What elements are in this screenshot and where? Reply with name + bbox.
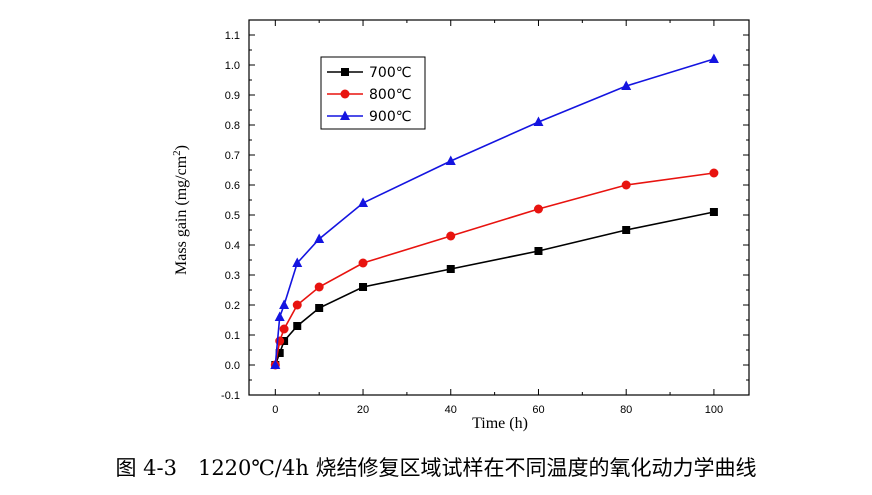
figure-caption: 图 4-3 1220℃/4h 烧结修复区域试样在不同温度的氧化动力学曲线: [115, 456, 757, 480]
y-tick-label: 0.3: [225, 270, 240, 282]
legend: 700℃ 800℃ 900℃: [320, 56, 426, 130]
x-tick-label: 60: [532, 404, 544, 416]
data-point: [275, 349, 284, 357]
legend-marker: [341, 68, 349, 76]
y-tick-label: 0.6: [225, 180, 240, 192]
data-point: [533, 116, 544, 126]
data-point: [358, 258, 368, 268]
y-tick-label: 1.0: [225, 60, 240, 72]
x-tick-label: 40: [445, 404, 457, 416]
data-point: [621, 80, 632, 90]
series-2: [270, 53, 719, 369]
data-point: [709, 208, 718, 216]
legend-entry: 700℃: [327, 65, 411, 81]
legend-label: 800℃: [369, 87, 411, 103]
data-point: [292, 300, 302, 310]
x-tick-label: 100: [705, 404, 723, 416]
series-line: [274, 58, 715, 366]
series-0: [271, 208, 718, 369]
y-tick-label: 0.1: [225, 330, 240, 342]
legend-entry: 800℃: [327, 87, 411, 103]
y-axis-title: Mass gain (mg/cm2): [171, 145, 190, 275]
y-tick-label: 1.1: [225, 30, 240, 42]
x-axis-title: Time (h): [472, 415, 528, 432]
plot-frame: [248, 19, 750, 396]
y-tick-label: 0.9: [225, 90, 240, 102]
legend-marker: [340, 89, 350, 99]
data-point: [358, 197, 369, 207]
data-point: [445, 155, 456, 165]
y-tick-label: 0.4: [225, 240, 240, 252]
data-point: [533, 204, 543, 214]
series-1: [270, 168, 719, 370]
data-point: [279, 324, 289, 334]
data-point: [314, 233, 325, 243]
data-point: [446, 231, 456, 241]
data-point: [621, 180, 631, 190]
data-point: [622, 226, 631, 234]
series-line: [274, 172, 715, 366]
x-tick-label: 0: [272, 404, 278, 416]
y-tick-label: 0.5: [225, 210, 240, 222]
legend-label: 700℃: [369, 65, 411, 81]
data-point: [279, 299, 290, 309]
data-point: [708, 53, 719, 63]
series-line: [274, 211, 715, 366]
x-tick-label: 20: [357, 404, 369, 416]
y-tick-label: 0.0: [225, 360, 240, 372]
y-tick-label: 0.8: [225, 120, 240, 132]
oxidation-kinetics-chart: -0.1 0.0 0.1 0.2 0.3 0.4 0.5 0.6 0.7 0.8 0.9 1.0 1.1…: [171, 19, 750, 432]
legend-label: 900℃: [369, 109, 411, 125]
data-point: [292, 257, 303, 267]
data-point: [534, 247, 543, 255]
legend-entry: 900℃: [327, 109, 411, 125]
data-point: [293, 322, 302, 330]
legend-marker: [340, 110, 350, 120]
x-tick-label: 80: [620, 404, 632, 416]
y-tick-label: 0.7: [225, 150, 240, 162]
legend-box: [320, 56, 426, 130]
data-point: [274, 311, 285, 321]
y-tick-label: 0.2: [225, 300, 240, 312]
data-point: [359, 283, 368, 291]
y-tick-label: -0.1: [221, 390, 240, 402]
data-point: [709, 168, 719, 178]
data-point: [270, 359, 281, 369]
data-point: [314, 282, 324, 292]
data-point: [315, 304, 324, 312]
data-point: [446, 265, 455, 273]
plot-area: -0.1 0.0 0.1 0.2 0.3 0.4 0.5 0.6 0.7 0.8 0.9 1.0 1.1…: [221, 19, 750, 416]
